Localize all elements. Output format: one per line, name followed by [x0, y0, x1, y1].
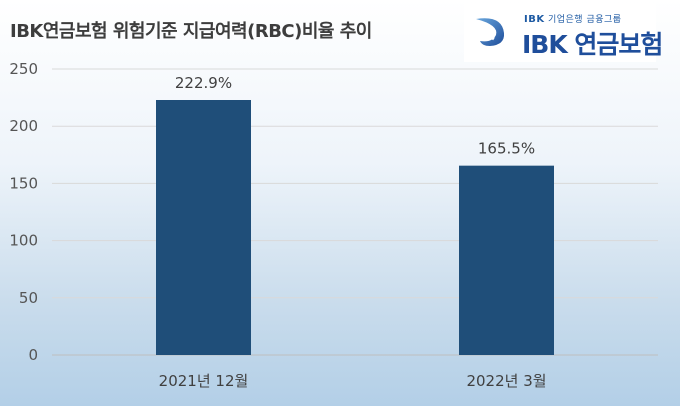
- y-tick-label: 150: [9, 174, 38, 192]
- bar: [459, 165, 554, 355]
- data-label: 165.5%: [478, 140, 535, 158]
- bars: [156, 100, 554, 355]
- category-label: 2021년 12월: [159, 372, 249, 390]
- y-tick-label: 0: [28, 346, 38, 364]
- data-labels: 222.9% 165.5%: [175, 74, 535, 158]
- logo-name: IBK 연금보험: [522, 30, 663, 59]
- ibk-swoosh-icon: [474, 18, 505, 46]
- y-tick-label: 250: [9, 60, 38, 78]
- y-tick-label: 200: [9, 117, 38, 135]
- category-labels: 2021년 12월 2022년 3월: [159, 372, 547, 390]
- bar: [156, 100, 251, 355]
- data-label: 222.9%: [175, 74, 232, 92]
- y-tick-label: 50: [19, 289, 38, 307]
- category-label: 2022년 3월: [466, 372, 546, 390]
- y-axis-ticks: 0 50 100 150 200 250: [9, 60, 38, 364]
- logo-tagline: IBK 기업은행 금융그룹: [524, 14, 622, 25]
- chart-title: IBK연금보험 위험기준 지급여력(RBC)비율 추이: [10, 21, 372, 42]
- ibk-logo: IBK 기업은행 금융그룹 IBK 연금보험: [464, 3, 663, 62]
- y-tick-label: 100: [9, 232, 38, 250]
- gridlines: [52, 68, 658, 356]
